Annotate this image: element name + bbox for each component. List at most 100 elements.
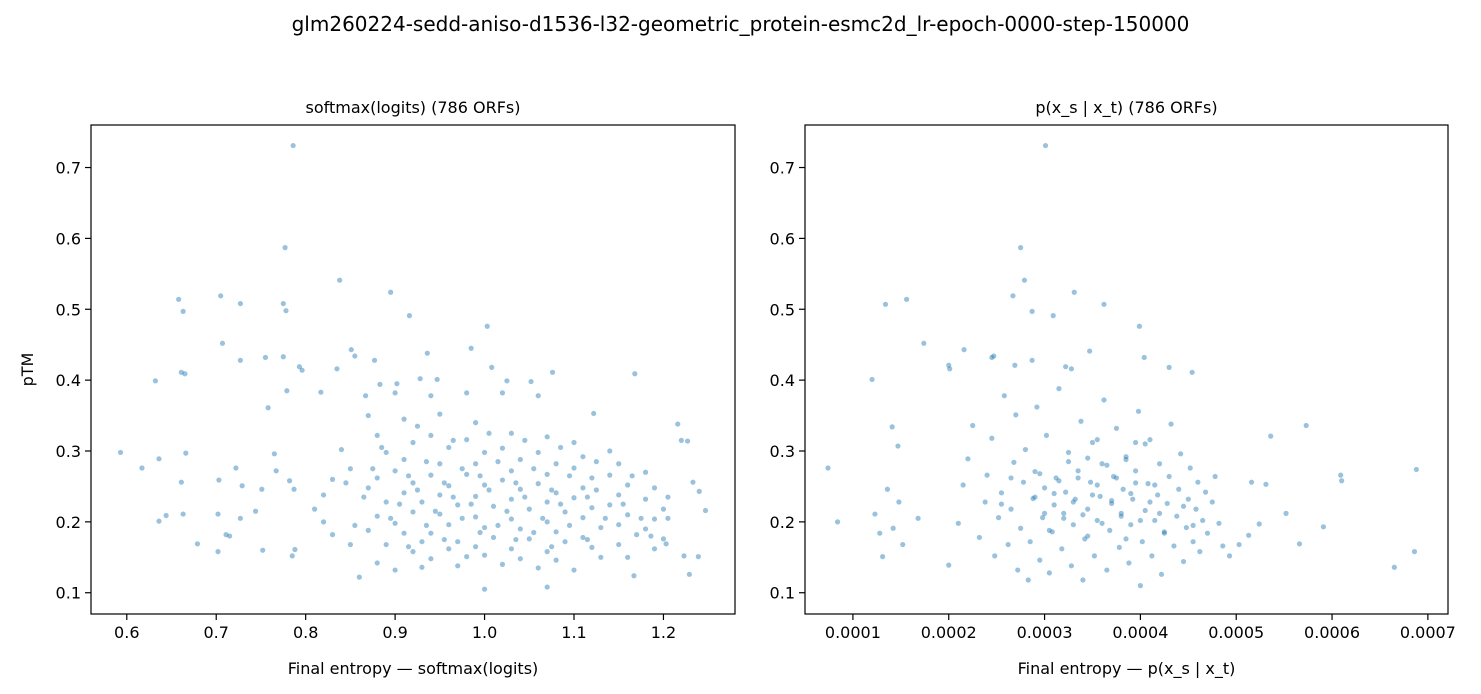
- scatter-point: [1056, 478, 1062, 484]
- scatter-point: [535, 393, 541, 399]
- scatter-point: [642, 526, 649, 532]
- scatter-point: [1156, 510, 1163, 516]
- y-tick-label: 0.6: [770, 229, 795, 248]
- scatter-point: [593, 459, 599, 465]
- scatter-point: [437, 461, 443, 467]
- scatter-point: [1256, 521, 1262, 527]
- scatter-point: [528, 378, 534, 385]
- scatter-point: [562, 509, 568, 515]
- scatter-point: [1137, 583, 1143, 589]
- scatter-point: [1015, 567, 1021, 573]
- scatter-point: [1082, 536, 1088, 542]
- scatter-point: [468, 345, 474, 351]
- scatter-point: [401, 416, 407, 422]
- scatter-point: [320, 492, 327, 498]
- scatter-point: [291, 486, 297, 492]
- scatter-point: [455, 502, 461, 508]
- scatter-point: [194, 541, 201, 547]
- scatter-point: [1339, 478, 1345, 484]
- scatter-point: [473, 493, 479, 499]
- scatter-point: [1178, 451, 1184, 457]
- scatter-point: [388, 515, 394, 521]
- scatter-point: [370, 466, 376, 472]
- subplot-2: 0.0001 0.0002 0.0003 0.0004 0.0005 0.0006 0.00…: [770, 98, 1456, 679]
- scatter-point: [903, 296, 910, 302]
- scatter-point: [374, 513, 380, 519]
- scatter-point: [642, 496, 649, 502]
- scatter-point: [1128, 522, 1134, 528]
- scatter-point: [446, 546, 452, 552]
- scatter-point: [218, 293, 224, 299]
- scatter-point: [616, 461, 622, 467]
- scatter-point: [1200, 517, 1206, 524]
- scatter-point: [414, 487, 421, 493]
- scatter-point: [343, 480, 349, 486]
- scatter-point: [486, 487, 492, 493]
- scatter-point: [634, 532, 640, 538]
- y-tick-label: 0.7: [56, 159, 81, 178]
- scatter-point: [681, 553, 687, 559]
- scatter-point: [156, 518, 162, 524]
- scatter-point: [675, 421, 681, 427]
- scatter-point: [1161, 530, 1167, 536]
- y-axis-label: pTM: [18, 353, 37, 387]
- scatter-point: [1051, 502, 1057, 508]
- scatter-point: [383, 499, 389, 505]
- scatter-point: [1037, 471, 1043, 477]
- scatter-point: [1027, 539, 1033, 545]
- scatter-point: [1041, 510, 1048, 516]
- scatter-point: [1320, 524, 1327, 530]
- scatter-point: [1133, 480, 1139, 486]
- scatter-point: [877, 530, 883, 536]
- scatter-point: [660, 506, 667, 512]
- scatter-point: [549, 544, 555, 550]
- scatter-point: [1012, 362, 1018, 368]
- scatter-point: [900, 541, 906, 548]
- scatter-point: [504, 508, 510, 514]
- scatter-point: [1197, 549, 1203, 555]
- scatter-point: [513, 536, 519, 543]
- scatter-point: [1011, 459, 1017, 465]
- x-tick-label: 0.6: [114, 623, 139, 642]
- scatter-point: [428, 556, 434, 562]
- scatter-point: [1168, 421, 1174, 427]
- scatter-point: [365, 412, 371, 419]
- y-tick-label: 0.3: [56, 442, 81, 461]
- scatter-point: [428, 472, 434, 478]
- scatter-point: [589, 475, 595, 481]
- scatter-point: [1056, 386, 1062, 392]
- scatter-point: [1152, 517, 1158, 524]
- scatter-point: [1180, 558, 1187, 565]
- scatter-point: [535, 565, 541, 571]
- scatter-point: [215, 549, 221, 555]
- scatter-point: [117, 449, 124, 456]
- scatter-point: [219, 340, 226, 346]
- scatter-point: [1061, 515, 1067, 521]
- scatter-point: [544, 549, 550, 555]
- scatter-point: [598, 554, 604, 560]
- subplot-1: 0.6 0.7 0.8 0.9 1.0 1.1 1.2 0.1 0.2 0.3 0.4 0.5 0.6 0…: [18, 98, 736, 678]
- scatter-point: [484, 323, 490, 329]
- scatter-point: [1155, 492, 1161, 498]
- scatter-point: [566, 473, 573, 479]
- scatter-point: [616, 541, 622, 548]
- scatter-point: [638, 515, 644, 521]
- scatter-point: [265, 405, 271, 411]
- y-tick-label: 0.1: [770, 584, 795, 603]
- scatter-point: [1176, 486, 1182, 492]
- scatter-point: [1068, 563, 1074, 569]
- scatter-point: [396, 501, 403, 507]
- scatter-point: [571, 465, 577, 471]
- scatter-point: [589, 544, 595, 550]
- scatter-point: [289, 553, 295, 559]
- scatter-point: [388, 289, 394, 295]
- scatter-point: [678, 437, 684, 443]
- scatter-point: [1202, 489, 1209, 495]
- scatter-point: [1209, 499, 1215, 505]
- scatter-point: [1113, 475, 1120, 481]
- scatter-point: [880, 554, 886, 560]
- scatter-point: [508, 496, 514, 502]
- scatter-point: [464, 471, 470, 477]
- x-tick-label: 0.8: [293, 623, 318, 642]
- scatter-point: [1032, 468, 1038, 475]
